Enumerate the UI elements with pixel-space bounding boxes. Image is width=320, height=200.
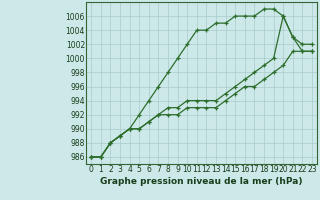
X-axis label: Graphe pression niveau de la mer (hPa): Graphe pression niveau de la mer (hPa) bbox=[100, 177, 303, 186]
